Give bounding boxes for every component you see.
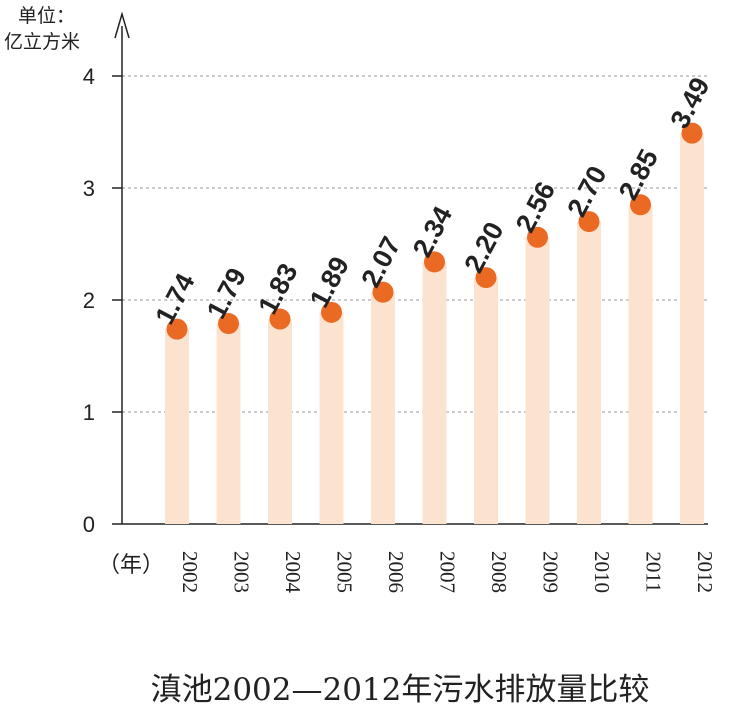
bar [577,221,601,524]
value-label: 1.79 [201,263,252,323]
gridlines [112,75,708,525]
y-tick-label: 4 [83,64,95,89]
bar [422,261,447,524]
y-tick-label: 3 [83,176,95,201]
value-label: 2.07 [355,232,406,292]
value-label: 1.74 [149,269,200,329]
value-label: 3.49 [664,73,715,133]
bars [165,133,704,525]
year-label: 2009 [539,551,563,593]
y-tick-label: 0 [83,512,95,537]
value-label: 2.85 [613,144,664,204]
year-labels: 2002 2003 2004 2005 2006 2007 2008 2009 2010 2011… [178,551,717,594]
data-point [166,318,188,340]
y-tick-label: 1 [83,400,95,425]
year-label: 2003 [230,551,254,593]
x-unit-label: （年） [98,552,164,577]
year-label: 2005 [333,551,357,593]
year-label: 2011 [642,551,666,592]
y-axis-arrow-icon [114,11,130,39]
value-label: 2.56 [510,177,561,237]
y-axis [114,11,130,524]
bar [680,133,704,524]
y-tick-label: 2 [83,288,95,313]
chart-title: 滇池2002—2012年污水排放量比较 [151,672,650,708]
data-point [372,281,394,303]
data-point [630,194,651,216]
data-point [321,301,342,323]
data-point [269,308,291,330]
year-label: 2008 [487,551,511,593]
markers [166,122,703,340]
data-point [681,122,703,144]
value-label: 1.83 [252,259,303,319]
unit-label-line1: 单位： [18,5,75,27]
bar [319,312,344,524]
year-label: 2002 [178,551,202,593]
value-label: 2.34 [407,201,458,261]
unit-label-line2: 亿立方米 [4,31,80,53]
bar [474,277,498,524]
bar [268,319,292,524]
year-label: 2012 [693,551,717,593]
year-label: 2006 [384,551,408,593]
data-point [424,251,445,273]
year-label: 2004 [281,551,305,594]
data-point [527,226,548,248]
bar [165,329,189,524]
bar [216,323,241,524]
value-label: 1.89 [304,252,355,312]
y-tick-labels: 0 1 2 3 4 [83,64,95,537]
year-label: 2007 [436,551,460,593]
data-point [218,313,239,335]
data-point [578,211,600,233]
year-label: 2010 [590,551,614,593]
data-point [475,267,497,289]
value-label: 2.20 [458,217,509,277]
value-label: 2.70 [561,161,612,221]
bar [371,292,395,524]
bar [525,237,550,524]
bar [628,204,653,525]
